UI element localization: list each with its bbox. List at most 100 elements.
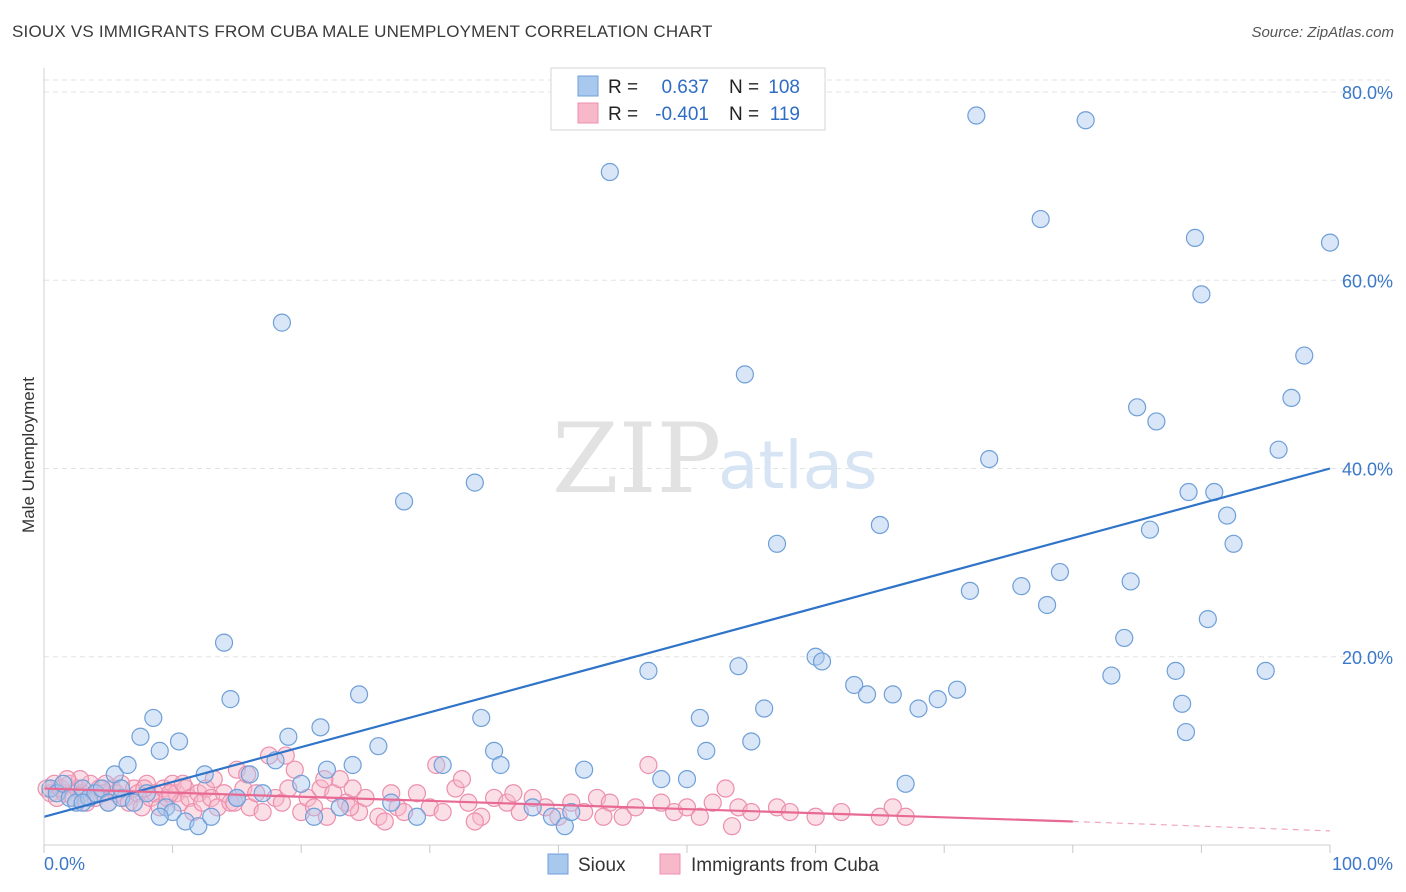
bottom-legend-label-cuba: Immigrants from Cuba [691, 855, 879, 876]
sioux-point-12 [118, 755, 137, 775]
legend-n-label-cuba: N = [729, 104, 759, 125]
sioux-point-50 [542, 807, 562, 826]
sioux-point-87 [1140, 520, 1160, 539]
sioux-point-60 [729, 657, 748, 676]
sioux-point-106 [150, 807, 169, 826]
sioux-point-100 [1269, 440, 1288, 459]
cuba-point-103 [452, 770, 472, 789]
watermark-zip: ZIP [552, 403, 721, 515]
sioux-point-80 [1037, 595, 1057, 615]
cuba-point-92 [716, 779, 735, 798]
y-tick-label-0: 20.0% [1342, 648, 1393, 668]
legend-n-value-cuba: 119 [770, 104, 800, 125]
sioux-point-52 [562, 802, 581, 822]
sioux-point-22 [189, 817, 208, 836]
cuba-point-113 [465, 812, 484, 831]
sioux-point-17 [150, 741, 169, 760]
sioux-point-39 [349, 685, 369, 704]
cuba-point-98 [832, 802, 851, 822]
sioux-point-86 [1127, 398, 1147, 417]
sioux-point-44 [433, 755, 452, 775]
sioux-point-53 [575, 760, 594, 779]
sioux-points [41, 106, 1340, 836]
sioux-point-28 [240, 765, 259, 784]
cuba-point-86 [639, 755, 658, 775]
sioux-point-90 [1173, 694, 1192, 713]
cuba-point-70 [433, 802, 452, 822]
legend-r-value-cuba: -0.401 [655, 104, 709, 125]
sioux-point-42 [394, 492, 414, 511]
legend-r-value-sioux: 0.637 [661, 77, 709, 98]
legend-r-label-sioux: R = [608, 77, 638, 98]
cuba-point-91 [703, 793, 722, 812]
legend: R = 0.637 N = 108 R = -0.401 N = 119 [550, 67, 826, 131]
cuba-points [37, 746, 915, 836]
cuba-point-68 [407, 784, 427, 803]
sioux-point-85 [1121, 572, 1140, 591]
sioux-point-105 [112, 779, 131, 798]
sioux-point-59 [697, 741, 716, 760]
cuba-point-46 [247, 784, 266, 803]
sioux-point-82 [1076, 111, 1095, 130]
sioux-point-83 [1102, 666, 1121, 685]
sioux-point-73 [928, 690, 947, 709]
cuba-point-115 [722, 817, 742, 836]
y-tick-label-1: 40.0% [1342, 460, 1393, 480]
cuba-point-81 [575, 802, 594, 822]
legend-swatch-sioux [577, 75, 599, 97]
sioux-point-26 [221, 690, 240, 709]
sioux-point-99 [1256, 661, 1275, 680]
sioux-point-88 [1147, 412, 1166, 431]
cuba-point-89 [677, 798, 697, 817]
sioux-point-79 [1031, 209, 1050, 229]
bottom-legend-swatch-sioux [547, 853, 569, 875]
sioux-point-32 [279, 727, 298, 746]
sioux-point-56 [652, 770, 671, 789]
sioux-point-89 [1166, 661, 1185, 680]
sioux-point-64 [767, 534, 787, 553]
cuba-point-80 [562, 793, 581, 812]
sioux-point-62 [742, 732, 761, 751]
sioux-point-69 [870, 515, 890, 535]
legend-n-label-sioux: N = [729, 77, 759, 98]
cuba-point-77 [523, 788, 542, 808]
cuba-point-61 [343, 779, 362, 798]
cuba-point-55 [304, 798, 324, 817]
sioux-point-66 [812, 652, 832, 671]
sioux-point-61 [735, 365, 754, 384]
sioux-point-43 [407, 807, 427, 826]
cuba-point-90 [690, 807, 709, 826]
cuba-point-104 [504, 784, 523, 803]
sioux-point-24 [202, 807, 221, 826]
sioux-point-16 [144, 708, 163, 728]
sioux-point-14 [131, 727, 150, 746]
cuba-trend-line [43, 787, 1073, 823]
legend-swatch-cuba [577, 102, 599, 124]
cuba-point-99 [870, 807, 890, 826]
x-tick-label-min: 0.0% [44, 854, 85, 874]
sioux-point-54 [600, 162, 619, 182]
y-tick-labels: 20.0% 40.0% 60.0% 80.0% [1342, 83, 1393, 668]
cuba-point-84 [613, 807, 632, 826]
bottom-legend-label-sioux: Sioux [578, 855, 626, 876]
y-tick-label-2: 60.0% [1342, 271, 1393, 291]
sioux-point-63 [755, 699, 774, 718]
sioux-point-74 [947, 680, 967, 699]
bottom-legend-swatch-cuba [659, 853, 681, 875]
x-tick-label-max: 100.0% [1332, 854, 1393, 874]
sioux-point-13 [124, 793, 144, 812]
sioux-point-75 [960, 581, 980, 600]
sioux-point-34 [304, 807, 324, 826]
sioux-point-37 [330, 798, 349, 817]
sioux-point-20 [169, 732, 189, 751]
source-label: Source: ZipAtlas.com [1251, 24, 1394, 41]
sioux-point-48 [491, 755, 510, 775]
sioux-point-93 [1185, 228, 1205, 247]
sioux-point-78 [1012, 577, 1031, 596]
legend-n-value-sioux: 108 [768, 77, 800, 98]
sioux-point-35 [311, 718, 330, 737]
watermark: ZIP atlas [552, 403, 878, 515]
sioux-point-94 [1192, 285, 1211, 304]
sioux-point-38 [343, 755, 362, 775]
sioux-point-46 [472, 708, 491, 728]
